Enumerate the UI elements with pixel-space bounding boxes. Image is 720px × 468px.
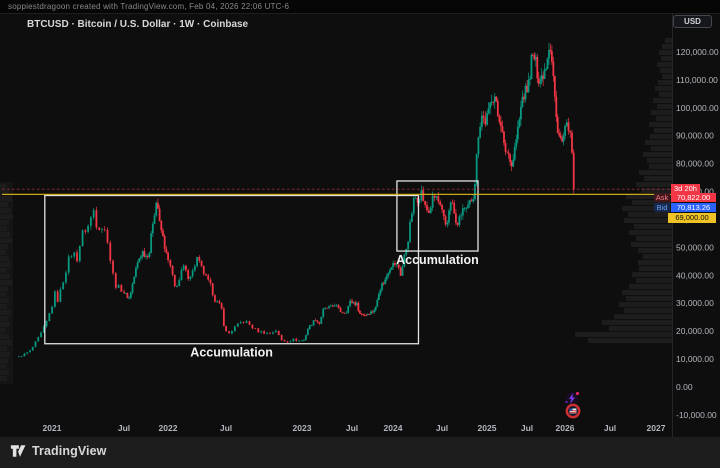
ask-price-badge[interactable]: 70,822.00 [671,193,716,202]
time-tick-label: Jul [220,423,232,433]
time-tick-label: Jul [521,423,533,433]
accumulation-label: Accumulation [190,346,273,360]
us-flag-sticker[interactable] [565,403,581,419]
time-tick-label: Jul [436,423,448,433]
accumulation-box-drawing[interactable]: Accumulation [396,180,479,267]
price-tick-label: 0.00 [676,382,693,392]
left-volume-profile [0,182,13,384]
time-tick-label: Jul [604,423,616,433]
chart-background [0,14,720,437]
price-tick-label: 100,000.00 [676,103,719,113]
price-tick-label: 10,000.00 [676,354,714,364]
price-axis[interactable]: 120,000.00 110,000.00 100,000.00 90,000.00 8… [676,47,719,420]
currency-toggle-button[interactable]: USD [673,15,712,28]
price-tick-label: 110,000.00 [676,75,718,85]
price-tick-label: -10,000.00 [676,410,717,420]
time-tick-label: 2025 [478,423,497,433]
time-axis[interactable]: 2021 Jul 2022 Jul 2023 Jul 2024 Jul 2025 Jul 2026 J… [43,423,666,433]
attribution-text: soppiestdragoon created with TradingView… [8,2,290,11]
alert-price-badge[interactable]: 69,000.00 [668,213,716,223]
candlestick-series [17,43,575,358]
time-tick-label: 2027 [647,423,666,433]
accumulation-box-drawing[interactable]: Accumulation [44,194,420,360]
price-tick-label: 80,000.00 [676,159,714,169]
price-tick-label: 120,000.00 [676,47,719,57]
price-tick-label: 30,000.00 [676,298,714,308]
attribution-bar: soppiestdragoon created with TradingView… [0,0,720,14]
price-tick-label: 20,000.00 [676,326,714,336]
bid-tag: Bid [654,203,670,212]
watermark-text: TradingView [32,444,107,458]
accumulation-label: Accumulation [396,253,479,267]
bar-close-countdown-badge[interactable]: 3d 20h [671,184,700,193]
price-tick-label: 90,000.00 [676,131,714,141]
bid-price-badge[interactable]: 70,813.26 [671,203,716,212]
time-tick-label: 2021 [43,423,62,433]
lightning-sticker[interactable] [565,391,580,404]
time-tick-label: 2022 [159,423,178,433]
time-tick-label: 2023 [293,423,312,433]
ask-tag: Ask [654,193,670,202]
price-axis-divider [672,14,673,437]
bottom-frame: TradingView [0,437,720,468]
time-tick-label: 2024 [384,423,403,433]
price-tick-label: 50,000.00 [676,242,714,252]
symbol-title: BTCUSD · Bitcoin / U.S. Dollar · 1W · Co… [27,19,249,30]
time-tick-label: 2026 [556,423,575,433]
tradingview-watermark: TradingView [10,444,107,458]
tradingview-logo-icon [10,445,26,457]
time-tick-label: Jul [118,423,130,433]
volume-profile [575,38,672,343]
time-tick-label: Jul [346,423,358,433]
price-tick-label: 40,000.00 [676,270,714,280]
